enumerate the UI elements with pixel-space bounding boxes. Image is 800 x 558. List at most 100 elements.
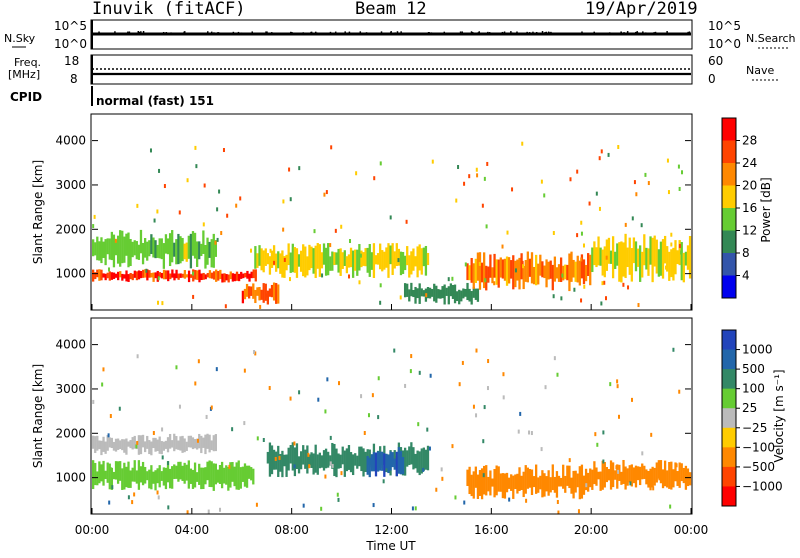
data-cell [495, 259, 498, 285]
data-cell [266, 253, 269, 265]
data-cell [474, 258, 477, 283]
data-cell [409, 369, 412, 374]
data-cell [641, 451, 644, 456]
data-cell [489, 254, 492, 278]
data-cell [668, 462, 671, 489]
data-cell [476, 173, 479, 178]
data-cell [92, 239, 95, 257]
data-cell [624, 222, 627, 227]
data-cell [218, 189, 221, 194]
data-cell [349, 239, 352, 244]
data-cell [313, 229, 316, 234]
data-cell [304, 449, 307, 469]
velocity-cbar-label: Velocity [m s⁻¹] [772, 369, 786, 462]
data-cell [680, 242, 683, 281]
data-cell [360, 250, 363, 268]
nave-label: Nave [746, 64, 774, 77]
data-cell [684, 251, 688, 266]
data-cell [391, 243, 394, 276]
data-cell [326, 377, 329, 382]
data-cell [123, 274, 126, 279]
data-cell [568, 458, 571, 463]
data-cell [293, 464, 296, 469]
data-cell [483, 405, 486, 410]
data-cell [110, 467, 114, 490]
data-cell [258, 287, 261, 301]
data-cell [129, 470, 132, 488]
data-cell [189, 233, 193, 269]
data-cell [368, 457, 371, 478]
data-cell [371, 393, 374, 398]
noise-search-point [554, 32, 556, 35]
data-cell [179, 273, 182, 278]
data-cell [316, 454, 319, 475]
data-cell [637, 303, 640, 308]
data-cell [472, 404, 475, 409]
data-cell [437, 289, 440, 299]
data-cell [393, 348, 396, 353]
data-cell [366, 247, 369, 273]
cbar-swatch [722, 349, 736, 370]
data-cell [256, 287, 259, 296]
data-cell [125, 438, 128, 455]
data-cell [568, 465, 571, 489]
data-cell [243, 288, 247, 300]
data-cell [216, 237, 219, 242]
data-cell [210, 461, 213, 488]
data-cell [372, 452, 376, 472]
data-cell [127, 232, 130, 268]
noise-search-point [266, 31, 268, 33]
cbar-tick-label: −1000 [742, 479, 783, 493]
power-colorbar: 28 24 20 16 12 8 4 [721, 117, 757, 299]
data-cell [580, 231, 583, 236]
data-cell [641, 251, 644, 278]
cbar-tick-label: 4 [742, 269, 750, 283]
data-cell [198, 433, 201, 449]
data-cell [217, 271, 220, 281]
data-cell [462, 288, 465, 299]
data-cell [649, 468, 652, 491]
data-cell [157, 495, 160, 500]
data-cell [136, 440, 139, 445]
noise-search-point [137, 32, 139, 35]
data-cell [297, 456, 301, 474]
cbar-swatch [722, 275, 736, 299]
data-cell [204, 274, 207, 280]
data-cell [297, 254, 301, 267]
noise-search-point [428, 32, 430, 34]
data-cell [607, 469, 611, 481]
data-cell [499, 257, 502, 278]
data-cell [160, 471, 163, 481]
data-cell [92, 460, 95, 490]
data-cell [607, 152, 610, 157]
data-cell [377, 376, 380, 381]
x-axis: 00:00 04:00 08:00 12:00 16:00 20:00 00:00 [75, 304, 708, 537]
data-cell [547, 470, 550, 496]
data-cell [355, 171, 358, 176]
data-cell [493, 281, 496, 286]
data-cell [470, 474, 473, 497]
data-cell [573, 287, 576, 292]
data-cell [109, 414, 112, 419]
data-cell [570, 477, 573, 494]
data-cell [455, 291, 459, 302]
noise-search-point [98, 31, 100, 33]
data-cell [145, 268, 148, 273]
data-cell [208, 460, 211, 487]
data-cell [314, 444, 317, 473]
noise-search-point [459, 31, 462, 33]
data-cell [195, 164, 198, 169]
data-cell [204, 434, 207, 455]
data-cell [485, 224, 488, 229]
data-cell [133, 492, 136, 497]
data-cell [440, 467, 443, 472]
data-cell [410, 442, 413, 465]
data-cell [173, 273, 176, 281]
data-cell [482, 439, 485, 444]
data-cell [228, 464, 231, 469]
data-cell [268, 442, 272, 477]
data-cell [617, 469, 620, 474]
data-cell [277, 445, 280, 477]
data-cell [117, 271, 120, 281]
data-cell [137, 460, 141, 490]
